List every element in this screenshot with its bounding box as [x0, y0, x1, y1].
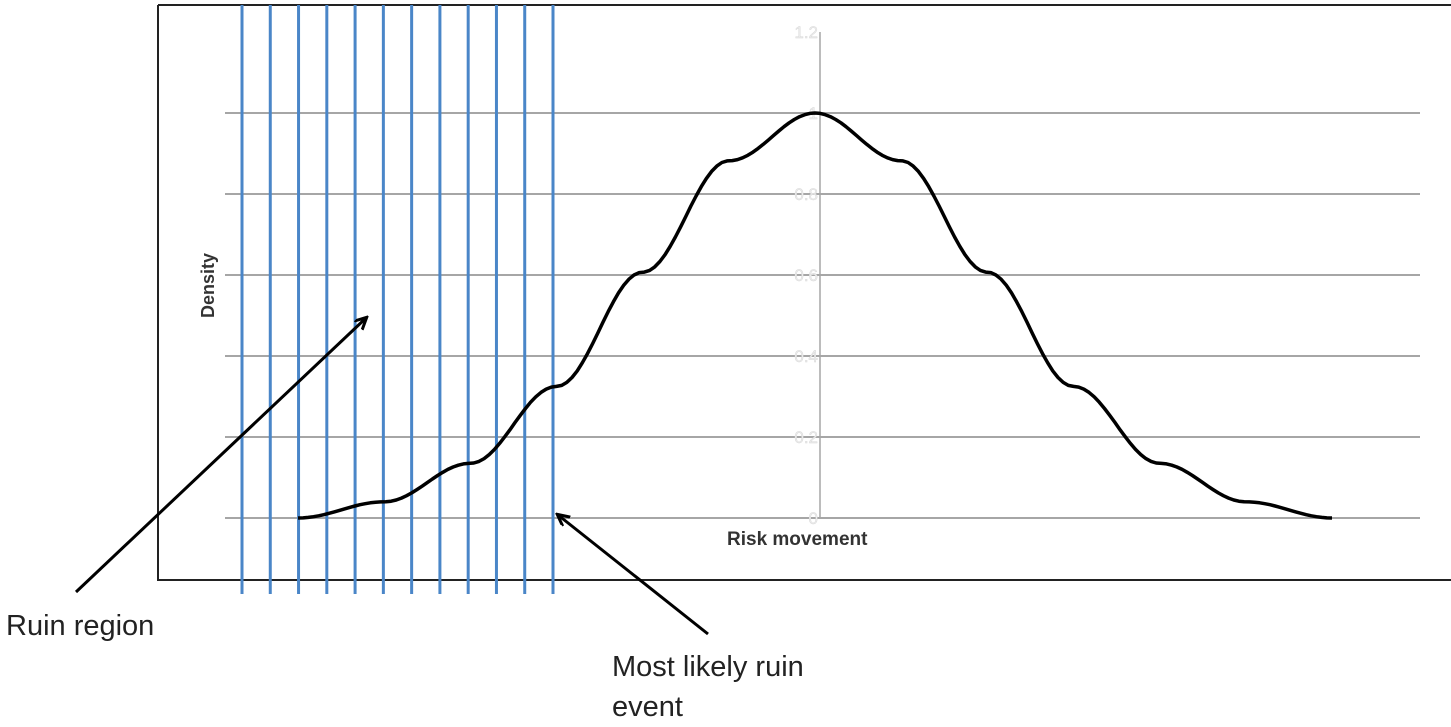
x-axis-label: Risk movement — [727, 529, 868, 550]
y-tick-label: 1.2 — [794, 23, 818, 42]
ruin-region-annotation: Ruin region — [6, 610, 155, 642]
most-likely-arrow — [558, 515, 709, 636]
y-tick-label: 0.2 — [794, 428, 818, 447]
y-tick-label: 0.4 — [794, 347, 818, 366]
plot-frame — [157, 5, 1451, 581]
most-likely-ruin-event-annotation: Most likely ruin event — [612, 651, 804, 723]
ruin-region-arrow — [74, 318, 366, 594]
y-tick-label: 0.8 — [794, 185, 818, 204]
y-axis-label: Density — [198, 253, 218, 318]
y-tick-label: 0 — [809, 509, 818, 528]
density-curve — [297, 111, 1333, 520]
y-tick-label: 0.6 — [794, 266, 818, 285]
